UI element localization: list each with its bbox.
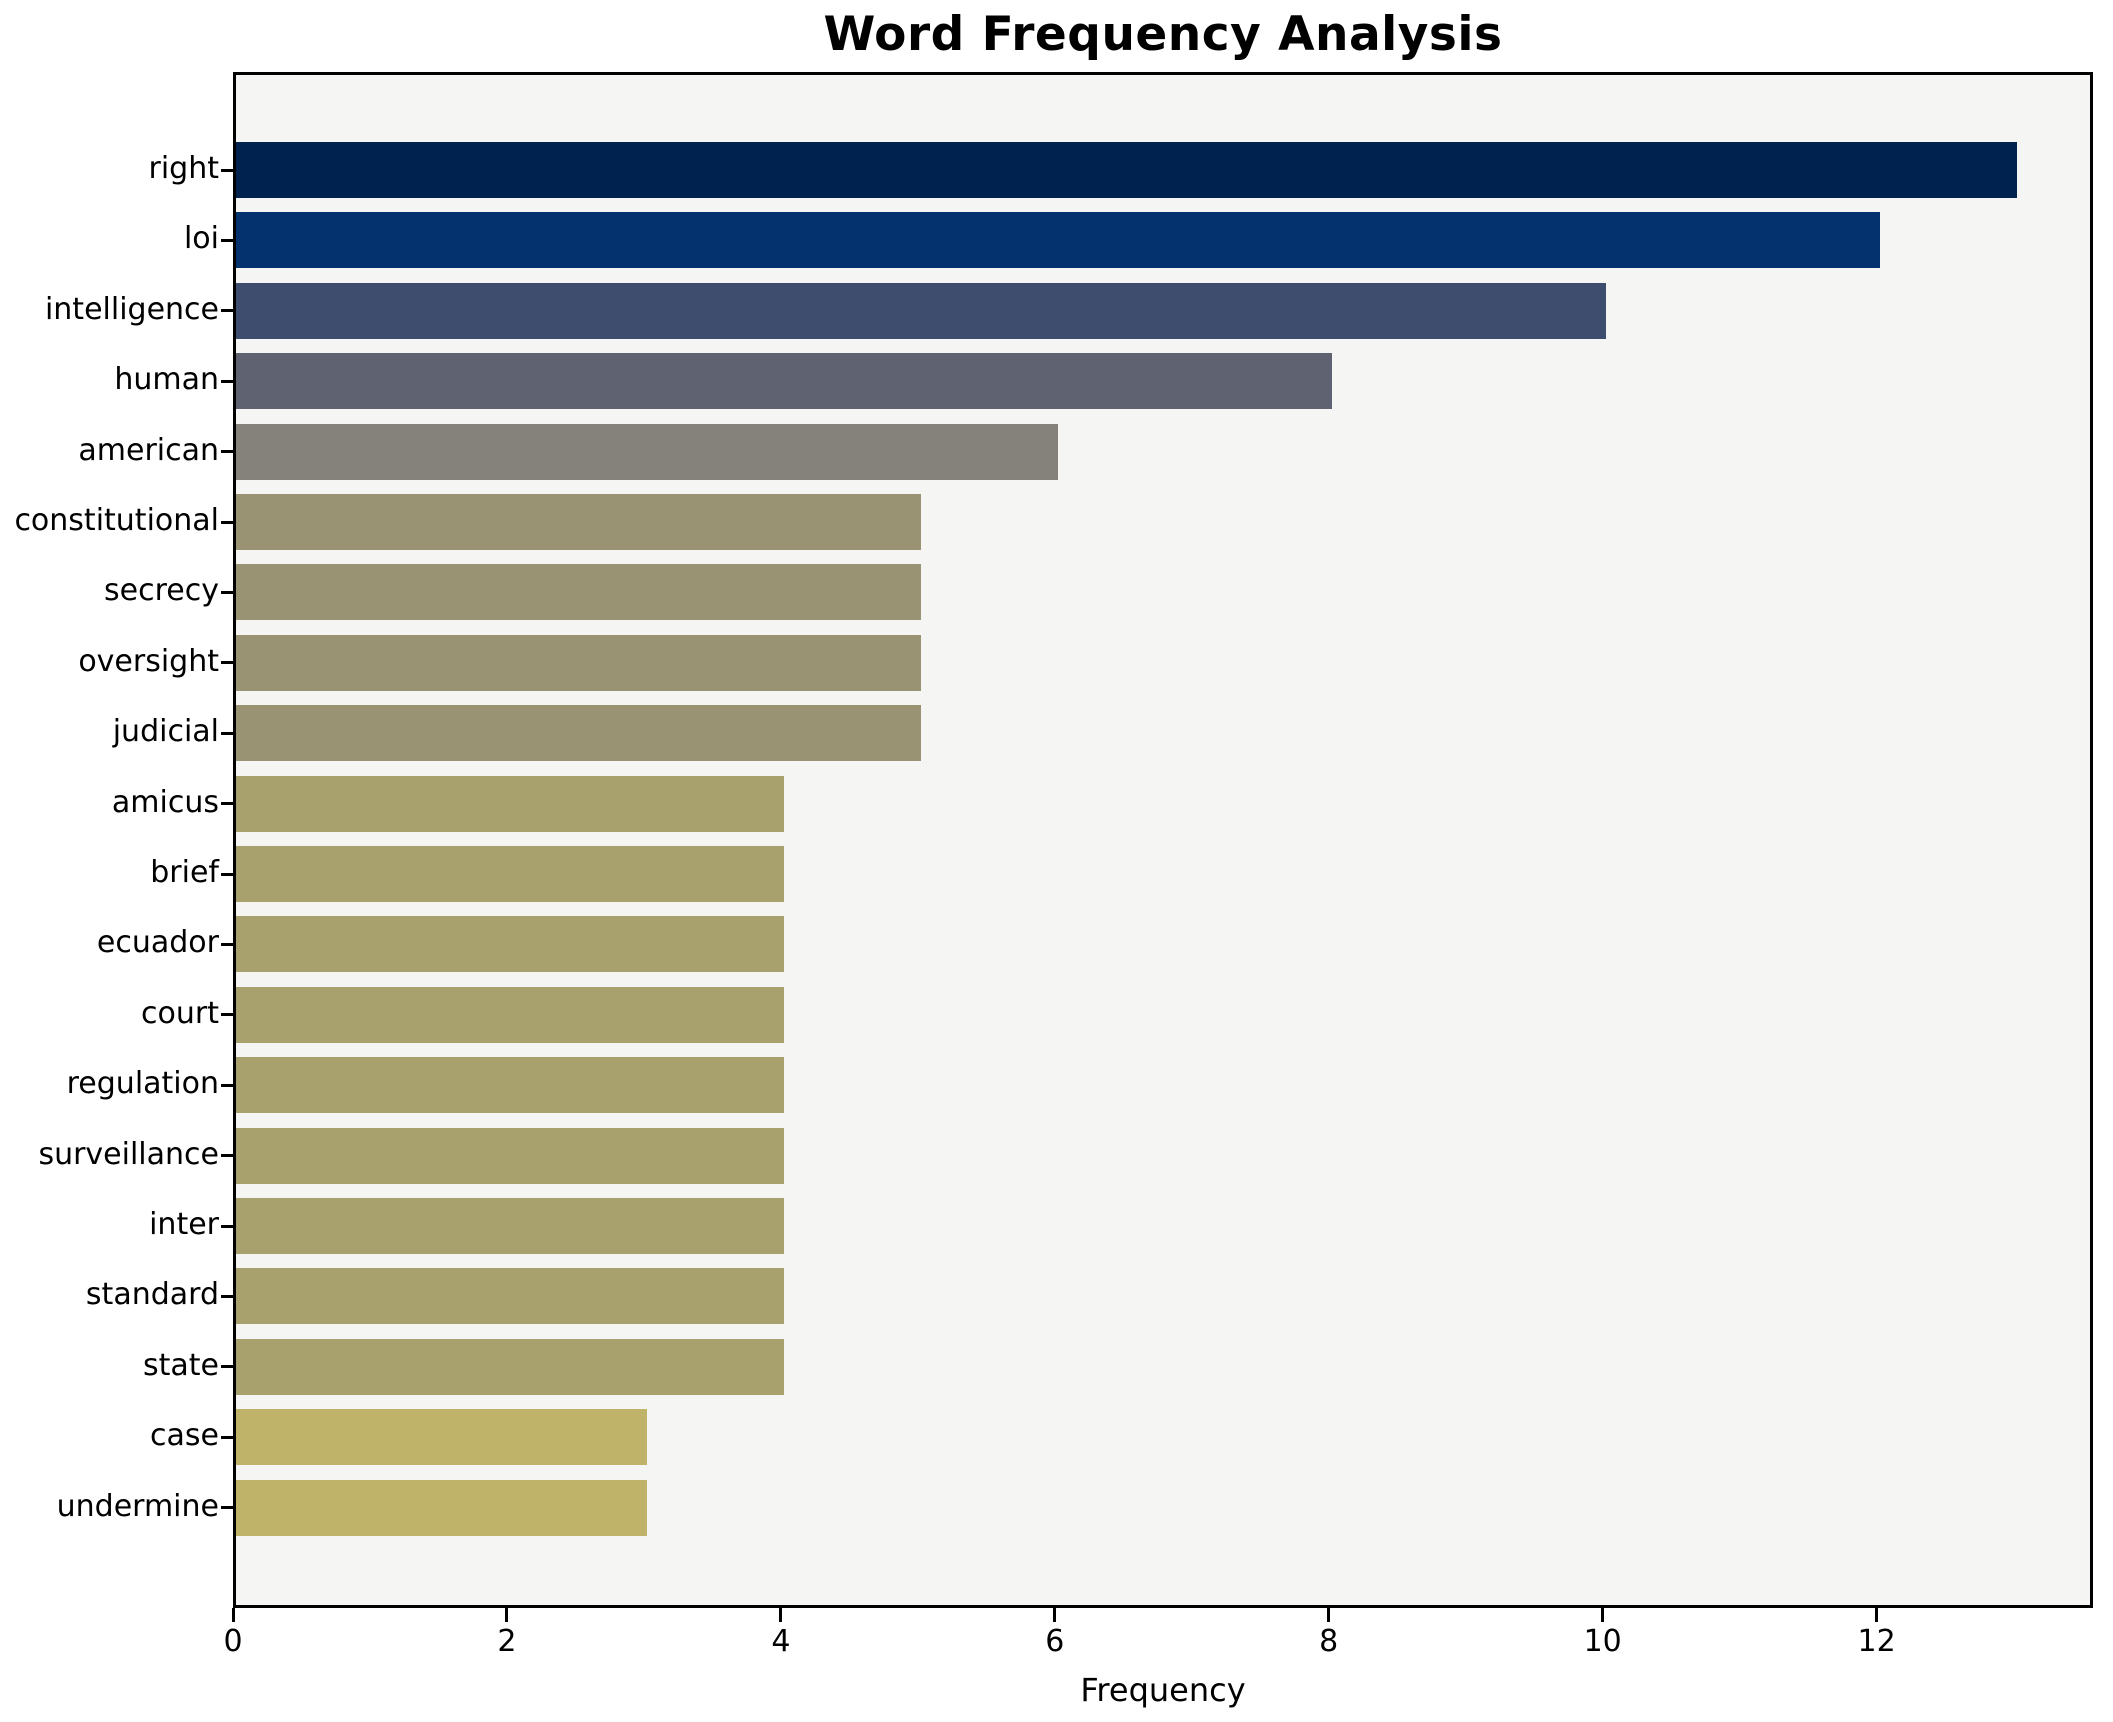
- y-tick-label-human: human: [114, 362, 219, 398]
- bar-amicus: [236, 775, 784, 832]
- y-tick-label-loi: loi: [183, 221, 219, 257]
- x-tick-label-2: 2: [497, 1624, 517, 1659]
- x-tick-mark: [1875, 1608, 1879, 1622]
- y-tick-label-court: court: [141, 995, 219, 1031]
- x-tick-mark: [231, 1608, 235, 1622]
- y-tick-label-surveillance: surveillance: [38, 1136, 219, 1172]
- y-tick-mark: [221, 1435, 233, 1439]
- x-tick-label-12: 12: [1857, 1624, 1896, 1659]
- y-tick-mark: [221, 1365, 233, 1369]
- bar-inter: [236, 1198, 784, 1254]
- y-tick-label-regulation: regulation: [66, 1066, 219, 1102]
- y-tick-mark: [221, 520, 233, 524]
- y-tick-mark: [221, 942, 233, 946]
- bar-loi: [236, 212, 1880, 269]
- y-tick-mark: [221, 1224, 233, 1228]
- bar-standard: [236, 1268, 784, 1325]
- y-tick-mark: [221, 1013, 233, 1017]
- y-tick-mark: [221, 1154, 233, 1158]
- y-tick-label-american: american: [78, 432, 219, 468]
- x-tick-mark: [505, 1608, 509, 1622]
- y-tick-mark: [221, 379, 233, 383]
- bar-undermine: [236, 1479, 647, 1536]
- bar-right: [236, 142, 2017, 198]
- y-tick-label-oversight: oversight: [78, 643, 219, 679]
- y-tick-mark: [221, 661, 233, 665]
- bar-ecuador: [236, 916, 784, 973]
- y-tick-label-constitutional: constitutional: [14, 503, 219, 538]
- y-tick-mark: [221, 731, 233, 735]
- y-tick-mark: [221, 168, 233, 172]
- bar-court: [236, 986, 784, 1043]
- x-tick-label-0: 0: [223, 1624, 243, 1659]
- chart-title: Word Frequency Analysis: [823, 7, 1503, 62]
- x-tick-mark: [779, 1608, 783, 1622]
- y-tick-label-right: right: [148, 151, 220, 186]
- plot-area: [233, 72, 2093, 1608]
- bar-oversight: [236, 634, 921, 691]
- y-tick-mark: [221, 238, 233, 242]
- x-axis-label: Frequency: [1080, 1671, 1246, 1709]
- x-tick-mark: [1327, 1608, 1331, 1622]
- x-tick-label-8: 8: [1319, 1624, 1339, 1659]
- x-tick-mark: [1601, 1608, 1605, 1622]
- y-tick-label-undermine: undermine: [56, 1488, 219, 1524]
- bar-case: [236, 1409, 647, 1466]
- y-tick-label-inter: inter: [149, 1207, 219, 1242]
- y-tick-mark: [221, 1294, 233, 1298]
- bar-brief: [236, 846, 784, 902]
- bar-judicial: [236, 705, 921, 762]
- y-tick-label-intelligence: intelligence: [44, 291, 219, 327]
- x-tick-label-10: 10: [1583, 1624, 1622, 1659]
- bar-state: [236, 1338, 784, 1395]
- x-tick-label-6: 6: [1045, 1624, 1065, 1659]
- y-tick-label-secrecy: secrecy: [104, 573, 219, 609]
- bar-regulation: [236, 1057, 784, 1114]
- bar-secrecy: [236, 564, 921, 621]
- bar-constitutional: [236, 494, 921, 550]
- x-tick-label-4: 4: [771, 1624, 791, 1659]
- y-tick-mark: [221, 1506, 233, 1510]
- y-tick-mark: [221, 872, 233, 876]
- y-tick-mark: [221, 802, 233, 806]
- bar-human: [236, 353, 1332, 410]
- y-tick-label-judicial: judicial: [112, 714, 219, 750]
- bar-american: [236, 423, 1058, 480]
- y-tick-label-brief: brief: [150, 855, 219, 890]
- y-tick-label-case: case: [150, 1418, 219, 1454]
- y-tick-mark: [221, 309, 233, 313]
- bar-surveillance: [236, 1127, 784, 1184]
- y-tick-label-ecuador: ecuador: [96, 925, 219, 961]
- y-tick-mark: [221, 450, 233, 454]
- y-tick-label-state: state: [143, 1347, 219, 1383]
- y-tick-mark: [221, 590, 233, 594]
- y-tick-label-amicus: amicus: [111, 784, 219, 820]
- y-tick-mark: [221, 1083, 233, 1087]
- y-tick-label-standard: standard: [85, 1277, 219, 1313]
- x-tick-mark: [1053, 1608, 1057, 1622]
- bar-intelligence: [236, 282, 1606, 339]
